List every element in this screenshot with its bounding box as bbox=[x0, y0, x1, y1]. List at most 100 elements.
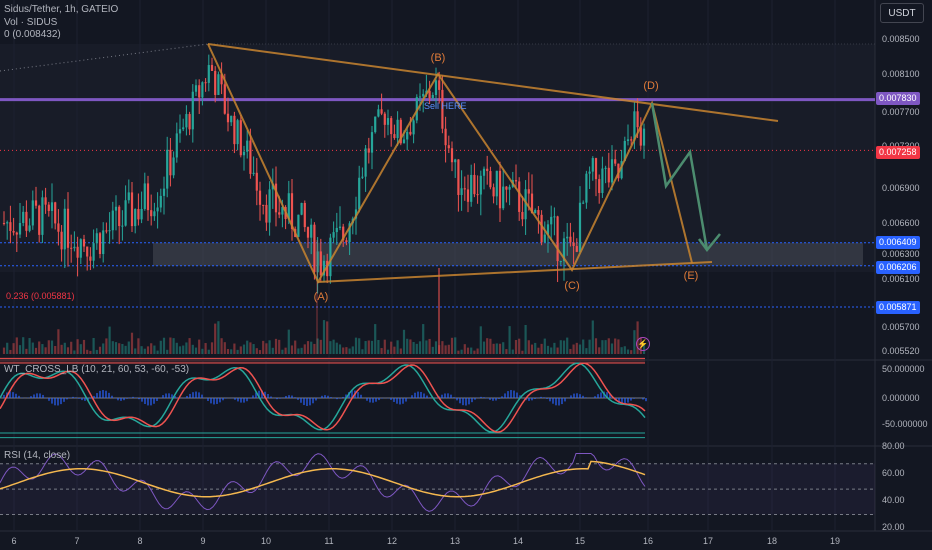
volume-bar bbox=[290, 345, 294, 354]
volume-bar bbox=[207, 349, 210, 354]
volume-bar bbox=[204, 343, 207, 354]
candle-body bbox=[566, 236, 569, 239]
wt-histogram-bar bbox=[33, 394, 35, 398]
candle-body bbox=[233, 115, 236, 145]
candle-body bbox=[102, 230, 105, 255]
volume-bar bbox=[63, 342, 66, 354]
time-axis-label: 14 bbox=[512, 536, 524, 546]
candle-body bbox=[454, 159, 457, 163]
wt-histogram-bar bbox=[585, 397, 587, 398]
wt-histogram-bar bbox=[93, 395, 95, 398]
volume-bar bbox=[559, 340, 562, 354]
rsi-axis-label: 80.00 bbox=[882, 441, 905, 451]
wt-histogram-bar bbox=[552, 398, 554, 404]
wt-histogram-bar bbox=[330, 397, 332, 398]
candle-body bbox=[492, 187, 495, 197]
volume-bar bbox=[201, 348, 204, 354]
volume-bar bbox=[44, 347, 47, 354]
volume-bar bbox=[188, 338, 191, 354]
candle-body bbox=[614, 159, 617, 164]
wt-histogram-bar bbox=[105, 390, 107, 398]
volume-bar bbox=[508, 326, 511, 354]
wt-histogram-bar bbox=[642, 398, 644, 400]
wt-histogram-bar bbox=[258, 390, 260, 398]
wt-histogram-bar bbox=[102, 390, 104, 398]
volume-bar bbox=[230, 349, 233, 354]
volume-bar bbox=[242, 344, 246, 354]
volume-bar bbox=[316, 338, 319, 354]
wt-histogram-bar bbox=[186, 395, 188, 398]
candle-body bbox=[364, 148, 367, 177]
wt-histogram-bar bbox=[390, 398, 392, 400]
candle-body bbox=[185, 114, 188, 128]
candle-body bbox=[2, 223, 6, 224]
rsi-axis-label: 60.00 bbox=[882, 468, 905, 478]
volume-bar bbox=[556, 347, 559, 354]
wave-label: (E) bbox=[683, 270, 699, 282]
candle-body bbox=[306, 227, 310, 238]
volume-bar bbox=[374, 324, 377, 354]
wave-label: (A) bbox=[313, 291, 329, 303]
lightning-icon[interactable]: ⚡ bbox=[636, 337, 650, 351]
wt-histogram-bar bbox=[429, 397, 431, 398]
wt-histogram-bar bbox=[90, 398, 92, 399]
volume-bar bbox=[114, 342, 118, 354]
candle-body bbox=[258, 190, 262, 205]
time-axis-label: 16 bbox=[642, 536, 654, 546]
wt-histogram-bar bbox=[324, 395, 326, 398]
candle-body bbox=[530, 193, 534, 214]
wt-histogram-bar bbox=[147, 398, 149, 406]
volume-bar bbox=[380, 348, 383, 354]
candle-body bbox=[278, 212, 281, 215]
time-axis-label: 18 bbox=[766, 536, 778, 546]
volume-bar bbox=[82, 339, 86, 354]
volume-bar bbox=[588, 339, 591, 354]
wt-histogram-bar bbox=[339, 398, 341, 399]
volume-bar bbox=[313, 343, 316, 354]
volume-bar bbox=[255, 348, 258, 354]
price-axis-label: 0.006600 bbox=[882, 218, 920, 228]
candle-body bbox=[537, 209, 540, 215]
wt-histogram-bar bbox=[579, 394, 581, 398]
currency-button[interactable]: USDT bbox=[880, 3, 924, 23]
wt-histogram-bar bbox=[288, 395, 290, 398]
wt-histogram-bar bbox=[336, 398, 338, 400]
wt-histogram-bar bbox=[360, 394, 362, 398]
volume-bar bbox=[159, 340, 162, 354]
volume-label: Vol · SIDUS bbox=[4, 17, 58, 28]
volume-bar bbox=[495, 343, 498, 354]
price-axis-label: 0.006100 bbox=[882, 274, 920, 284]
wt-histogram-bar bbox=[249, 398, 251, 399]
candle-body bbox=[524, 189, 527, 220]
candle-body bbox=[159, 195, 162, 208]
wt-histogram-bar bbox=[576, 393, 578, 398]
volume-bar bbox=[521, 350, 524, 354]
volume-bar bbox=[582, 339, 585, 354]
candle-body bbox=[162, 188, 166, 196]
wt-histogram-bar bbox=[132, 396, 134, 398]
volume-bar bbox=[214, 323, 217, 354]
wt-histogram-bar bbox=[66, 398, 68, 400]
wt-histogram-bar bbox=[117, 398, 119, 401]
wt-histogram-bar bbox=[72, 396, 74, 398]
volume-bar bbox=[332, 339, 335, 354]
candle-body bbox=[166, 149, 169, 189]
wt-histogram-bar bbox=[129, 397, 131, 398]
candle-body bbox=[313, 224, 316, 273]
wt-histogram-bar bbox=[9, 391, 11, 398]
volume-bar bbox=[210, 342, 214, 354]
wt-histogram-bar bbox=[264, 391, 266, 398]
volume-bar bbox=[502, 342, 505, 354]
wt-histogram-bar bbox=[441, 394, 443, 398]
candle-body bbox=[591, 158, 594, 172]
candle-body bbox=[374, 116, 377, 133]
wt-histogram-bar bbox=[471, 398, 473, 403]
volume-bar bbox=[396, 340, 399, 354]
candle-body bbox=[383, 113, 386, 125]
candle-body bbox=[6, 222, 9, 224]
wt-histogram-bar bbox=[168, 393, 170, 398]
wt-histogram-bar bbox=[42, 394, 44, 398]
candle-body bbox=[610, 159, 614, 183]
wt-axis-label: 50.000000 bbox=[882, 364, 925, 374]
